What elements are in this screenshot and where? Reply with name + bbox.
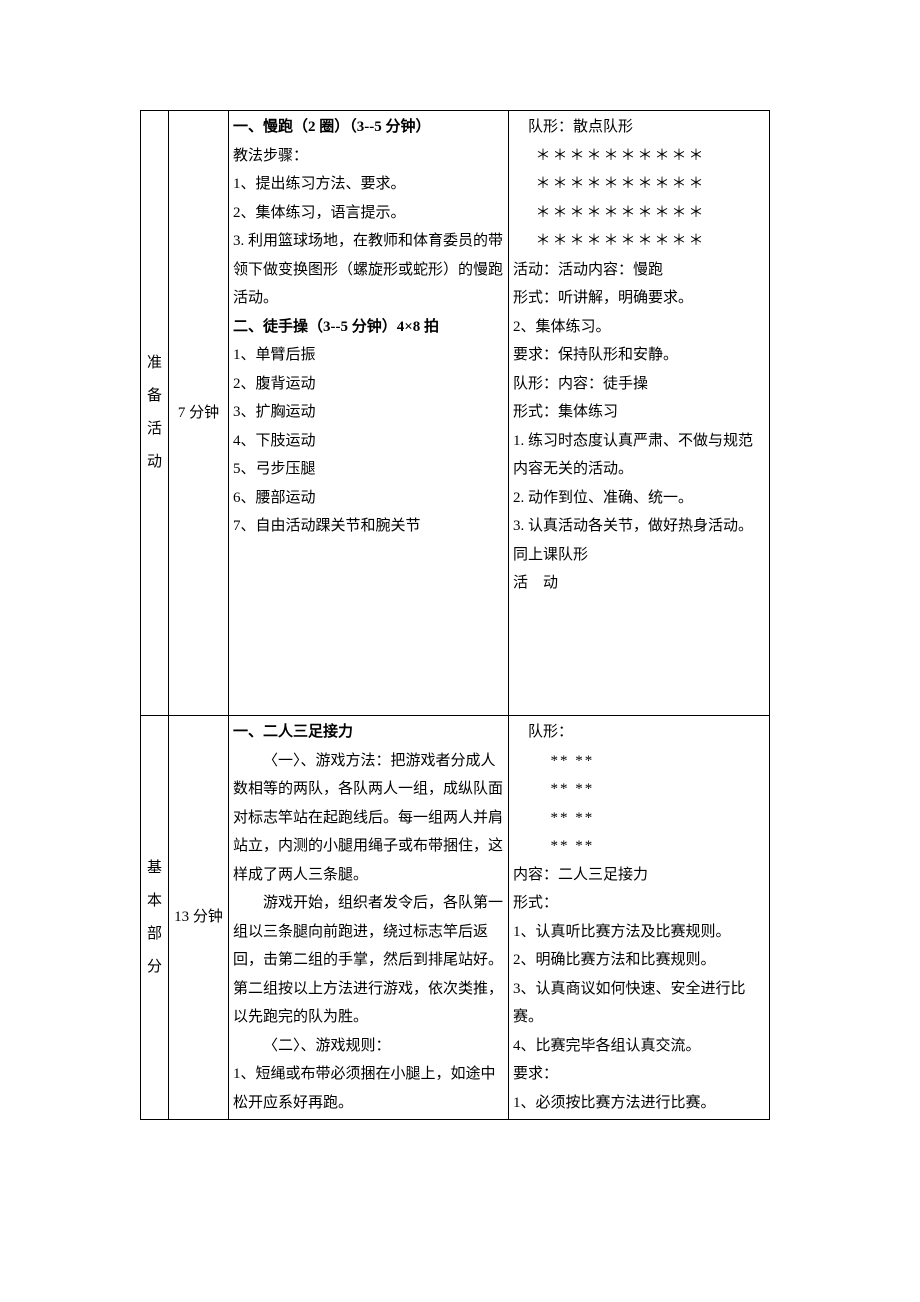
- prep-e7: 7、自由活动踝关节和腕关节: [233, 512, 504, 541]
- prep-e6: 6、腰部运动: [233, 484, 504, 513]
- main-label-2: 本: [147, 885, 162, 918]
- main-content-cell: 一、二人三足接力 〈一〉、游戏方法：把游戏者分成人数相等的两队，各队两人一组，成…: [229, 716, 509, 1120]
- prep-c3: 3. 利用篮球场地，在教师和体育委员的带领下做变换图形（螺旋形或蛇形）的慢跑活动…: [233, 227, 504, 313]
- prep-o3: 形式：听讲解，明确要求。: [513, 284, 765, 313]
- main-o6: 3、认真商议如何快速、安全进行比赛。: [513, 975, 765, 1032]
- prep-o9: 2. 动作到位、准确、统一。: [513, 484, 765, 513]
- prep-time: 7 分钟: [178, 405, 219, 421]
- prep-stars-3: ＊＊＊＊＊＊＊＊＊＊: [513, 199, 765, 228]
- main-pair-2: ** **: [513, 775, 765, 804]
- main-time: 13 分钟: [174, 909, 223, 925]
- prep-c1: 1、提出练习方法、要求。: [233, 170, 504, 199]
- prep-label-cell: 准 备 活 动: [141, 111, 169, 716]
- main-m1: 〈一〉、游戏方法：把游戏者分成人数相等的两队，各队两人一组，成纵队面对标志竿站在…: [233, 747, 504, 890]
- prep-c2: 2、集体练习，语言提示。: [233, 199, 504, 228]
- main-org-cell: 队形： ** ** ** ** ** ** ** ** 内容：二人三足接力 形式…: [509, 716, 770, 1120]
- main-m2: 游戏开始，组织者发令后，各队第一组以三条腿向前跑进，绕过标志竿后返回，击第二组的…: [233, 889, 504, 1032]
- prep-o11: 活 动: [513, 569, 765, 598]
- prep-o1: 队形：散点队形: [513, 113, 765, 142]
- prep-e2: 2、腹背运动: [233, 370, 504, 399]
- prep-label-1: 准: [147, 347, 162, 380]
- prep-org-cell: 队形：散点队形 ＊＊＊＊＊＊＊＊＊＊ ＊＊＊＊＊＊＊＊＊＊ ＊＊＊＊＊＊＊＊＊＊…: [509, 111, 770, 716]
- main-o7: 4、比赛完毕各组认真交流。: [513, 1032, 765, 1061]
- main-label-cell: 基 本 部 分: [141, 716, 169, 1120]
- main-o9: 1、必须按比赛方法进行比赛。: [513, 1089, 765, 1118]
- prep-steps-label: 教法步骤：: [233, 142, 504, 171]
- prep-o6: 队形：内容：徒手操: [513, 370, 765, 399]
- prep-label-2: 备: [147, 380, 162, 413]
- prep-e1: 1、单臂后振: [233, 341, 504, 370]
- prep-o8: 1. 练习时态度认真严肃、不做与规范内容无关的活动。: [513, 427, 765, 484]
- prep-e5: 5、弓步压腿: [233, 455, 504, 484]
- main-label-3: 部: [147, 918, 162, 951]
- main-label-1: 基: [147, 852, 162, 885]
- prep-label-4: 动: [147, 446, 162, 479]
- prep-stars-2: ＊＊＊＊＊＊＊＊＊＊: [513, 170, 765, 199]
- prep-o2: 活动：活动内容：慢跑: [513, 256, 765, 285]
- main-label-4: 分: [147, 951, 162, 984]
- prep-label-3: 活: [147, 413, 162, 446]
- main-r-label: 〈二〉、游戏规则：: [233, 1032, 504, 1061]
- prep-o10: 3. 认真活动各关节，做好热身活动。同上课队形: [513, 512, 765, 569]
- main-o2: 内容：二人三足接力: [513, 861, 765, 890]
- prep-stars-1: ＊＊＊＊＊＊＊＊＊＊: [513, 142, 765, 171]
- main-o5: 2、明确比赛方法和比赛规则。: [513, 946, 765, 975]
- prep-o7: 形式：集体练习: [513, 398, 765, 427]
- main-h1: 一、二人三足接力: [233, 718, 504, 747]
- main-o8: 要求：: [513, 1060, 765, 1089]
- main-time-cell: 13 分钟: [169, 716, 229, 1120]
- main-r1: 1、短绳或布带必须捆在小腿上，如途中松开应系好再跑。: [233, 1060, 504, 1117]
- main-pair-3: ** **: [513, 804, 765, 833]
- prep-o4: 2、集体练习。: [513, 313, 765, 342]
- prep-h2: 二、徒手操（3--5 分钟）4×8 拍: [233, 313, 504, 342]
- main-pair-1: ** **: [513, 747, 765, 776]
- prep-content-cell: 一、慢跑（2 圈）（3--5 分钟） 教法步骤： 1、提出练习方法、要求。 2、…: [229, 111, 509, 716]
- prep-o5: 要求：保持队形和安静。: [513, 341, 765, 370]
- main-o3: 形式：: [513, 889, 765, 918]
- main-o4: 1、认真听比赛方法及比赛规则。: [513, 918, 765, 947]
- prep-stars-4: ＊＊＊＊＊＊＊＊＊＊: [513, 227, 765, 256]
- prep-time-cell: 7 分钟: [169, 111, 229, 716]
- main-o1: 队形：: [513, 718, 765, 747]
- prep-e3: 3、扩胸运动: [233, 398, 504, 427]
- lesson-plan-table: 准 备 活 动 7 分钟 一、慢跑（2 圈）（3--5 分钟） 教法步骤： 1、…: [140, 110, 770, 1120]
- prep-e4: 4、下肢运动: [233, 427, 504, 456]
- main-pair-4: ** **: [513, 832, 765, 861]
- prep-h1: 一、慢跑（2 圈）（3--5 分钟）: [233, 113, 504, 142]
